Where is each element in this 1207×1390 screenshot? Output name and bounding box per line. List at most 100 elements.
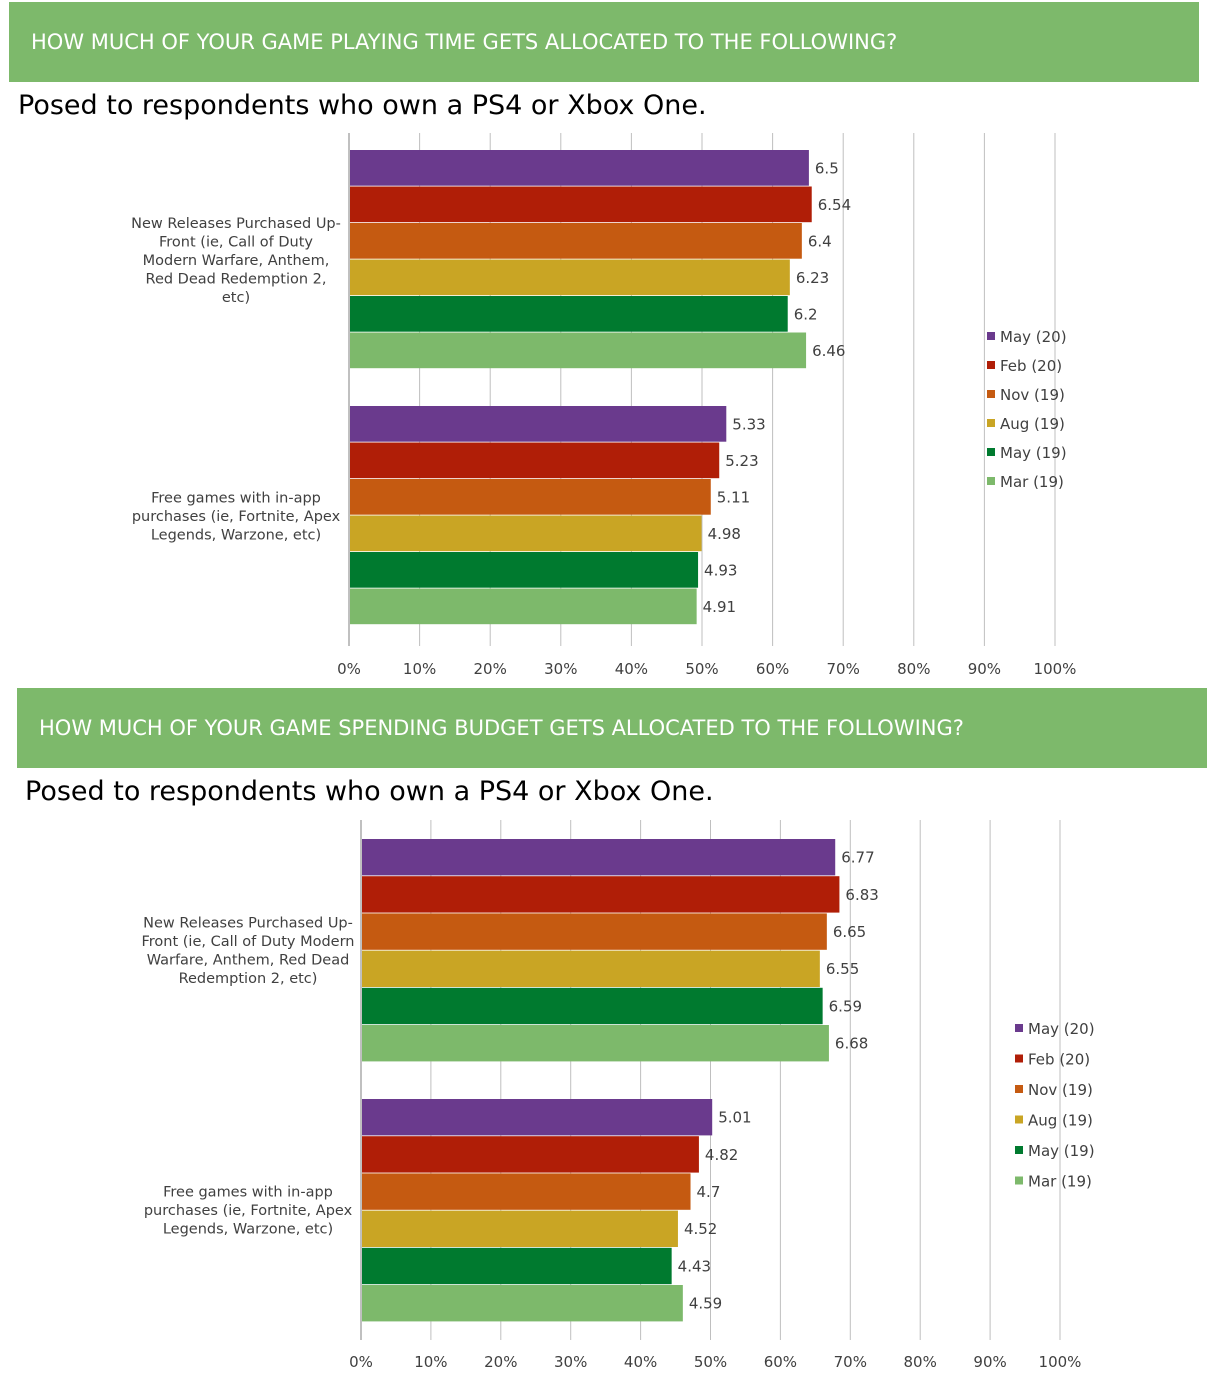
chart-1-bar — [350, 515, 702, 552]
chart-1-category-label: Red Dead Redemption 2, — [146, 272, 327, 288]
chart-2-data-label: 6.83 — [845, 886, 878, 904]
chart-1-bar — [350, 479, 711, 515]
chart-1-x-tick-label: 10% — [403, 660, 436, 678]
chart-1-category-label: etc) — [222, 290, 250, 306]
chart-1-x-tick-label: 70% — [827, 660, 860, 678]
chart-2-category-label: Redemption 2, etc) — [179, 971, 318, 987]
chart-1-data-label: 6.2 — [794, 305, 818, 323]
chart-2-data-label: 4.82 — [705, 1146, 738, 1164]
chart-1-data-label: 5.23 — [725, 452, 758, 470]
chart-1-legend-swatch — [987, 448, 995, 456]
chart-1-legend-swatch — [987, 419, 995, 427]
chart-1-x-tick-label: 80% — [897, 660, 930, 678]
chart-1-data-label: 6.46 — [812, 342, 845, 360]
chart-2-data-label: 5.01 — [718, 1109, 751, 1127]
chart-1-category-label: Front (ie, Call of Duty — [159, 235, 313, 251]
chart-2-x-tick-label: 30% — [554, 1353, 587, 1371]
chart-1-legend-label: Aug (19) — [1000, 415, 1065, 433]
chart-1-legend-swatch — [987, 332, 995, 340]
chart-1-category-label: purchases (ie, Fortnite, Apex — [132, 509, 341, 525]
chart-2-x-tick-label: 80% — [904, 1353, 937, 1371]
chart-2-data-label: 4.59 — [689, 1295, 722, 1313]
chart-1: 0% 10% 20% 30% 40% 50% 60% 70% 80% 90% 100% 6.5 6.54… — [0, 0, 1207, 690]
chart-1-subtitle: Posed to respondents who own a PS4 or Xb… — [18, 90, 707, 121]
chart-2-data-label: 6.68 — [835, 1035, 868, 1053]
chart-2-banner: HOW MUCH OF YOUR GAME SPENDING BUDGET GE… — [17, 688, 1207, 768]
chart-2-x-tick-label: 50% — [694, 1353, 727, 1371]
chart-1-bar — [350, 150, 809, 186]
chart-1-data-label: 6.4 — [808, 232, 832, 250]
chart-1-x-tick-label: 100% — [1034, 660, 1077, 678]
chart-1-legend-label: Nov (19) — [1000, 386, 1065, 404]
chart-2-bar — [362, 1025, 829, 1062]
chart-2-legend-swatch — [1015, 1085, 1023, 1093]
chart-1-legend-label: Mar (19) — [1000, 473, 1064, 491]
chart-1-legend-swatch — [987, 390, 995, 398]
chart-2-category-label: Free games with in-app — [163, 1185, 333, 1201]
chart-2-legend-swatch — [1015, 1176, 1023, 1185]
chart-2-x-tick-label: 20% — [484, 1353, 517, 1371]
chart-2-bar — [362, 1136, 699, 1173]
chart-2-legend-swatch — [1015, 1115, 1023, 1124]
chart-2-legend-swatch — [1015, 1146, 1023, 1154]
chart-1-bar — [350, 406, 727, 442]
chart-1-banner: HOW MUCH OF YOUR GAME PLAYING TIME GETS … — [9, 2, 1199, 82]
chart-2-x-tick-label: 60% — [764, 1353, 797, 1371]
chart-2-x-tick-label: 0% — [349, 1353, 373, 1371]
chart-1-data-label: 4.91 — [703, 598, 736, 616]
chart-2-category-label: Warfare, Anthem, Red Dead — [147, 952, 350, 968]
chart-2-legend-label: May (20) — [1028, 1020, 1095, 1038]
chart-2-data-label: 6.77 — [841, 849, 874, 867]
chart-2-bar — [362, 1247, 672, 1285]
chart-2-x-tick-label: 90% — [973, 1353, 1006, 1371]
chart-2-banner-title: HOW MUCH OF YOUR GAME SPENDING BUDGET GE… — [39, 716, 964, 740]
chart-1-bar — [350, 552, 699, 588]
chart-1-data-label: 5.33 — [732, 415, 765, 433]
chart-2-data-label: 6.55 — [826, 960, 859, 978]
chart-2-data-label: 4.52 — [684, 1220, 717, 1238]
chart-1-bar — [350, 442, 720, 479]
chart-2-data-label: 4.7 — [697, 1183, 721, 1201]
chart-1-category-label: Free games with in-app — [151, 491, 321, 507]
chart-2-legend-swatch — [1015, 1024, 1023, 1032]
chart-2-x-tick-label: 40% — [624, 1353, 657, 1371]
chart-1-category-label: New Releases Purchased Up- — [131, 216, 341, 232]
chart-2-legend-label: May (19) — [1028, 1142, 1095, 1160]
chart-1-bar — [350, 259, 790, 296]
chart-2-subtitle: Posed to respondents who own a PS4 or Xb… — [25, 776, 714, 807]
chart-1-bar — [350, 223, 802, 259]
chart-2-x-tick-label: 70% — [834, 1353, 867, 1371]
chart-2-bar — [362, 1210, 678, 1247]
chart-2-category-label: purchases (ie, Fortnite, Apex — [144, 1203, 353, 1219]
chart-2-bar — [362, 950, 820, 987]
chart-2-bar — [362, 1099, 713, 1136]
chart-1-data-label: 6.5 — [815, 159, 839, 177]
chart-1-bar — [350, 186, 812, 223]
chart-2-data-label: 4.43 — [678, 1257, 711, 1275]
chart-2-bar — [362, 987, 823, 1025]
chart-2-x-tick-label: 100% — [1039, 1353, 1082, 1371]
chart-1-banner-title: HOW MUCH OF YOUR GAME PLAYING TIME GETS … — [31, 30, 898, 54]
chart-1-data-label: 6.23 — [796, 269, 829, 287]
chart-2-data-label: 6.65 — [833, 923, 866, 941]
chart-2-category-label: Legends, Warzone, etc) — [163, 1222, 333, 1238]
chart-2-legend-label: Nov (19) — [1028, 1081, 1093, 1099]
chart-1-category-label: Legends, Warzone, etc) — [151, 528, 321, 544]
chart-2-bar — [362, 913, 827, 950]
chart-1-x-tick-label: 50% — [685, 660, 718, 678]
chart-1-legend-label: May (20) — [1000, 328, 1067, 346]
chart-2-legend-label: Feb (20) — [1028, 1051, 1090, 1069]
chart-2-legend-swatch — [1015, 1054, 1023, 1063]
chart-1-data-label: 5.11 — [717, 488, 750, 506]
chart-2-legend-label: Mar (19) — [1028, 1173, 1092, 1191]
chart-1-bar — [350, 332, 807, 369]
chart-1-x-tick-label: 0% — [337, 660, 361, 678]
chart-2-bar — [362, 876, 840, 913]
chart-1-x-tick-label: 60% — [756, 660, 789, 678]
chart-1-legend-label: May (19) — [1000, 444, 1067, 462]
chart-1-svg: 0% 10% 20% 30% 40% 50% 60% 70% 80% 90% 100% 6.5 6.54… — [131, 133, 1077, 678]
chart-2-bar — [362, 1173, 691, 1210]
chart-1-x-tick-label: 20% — [474, 660, 507, 678]
